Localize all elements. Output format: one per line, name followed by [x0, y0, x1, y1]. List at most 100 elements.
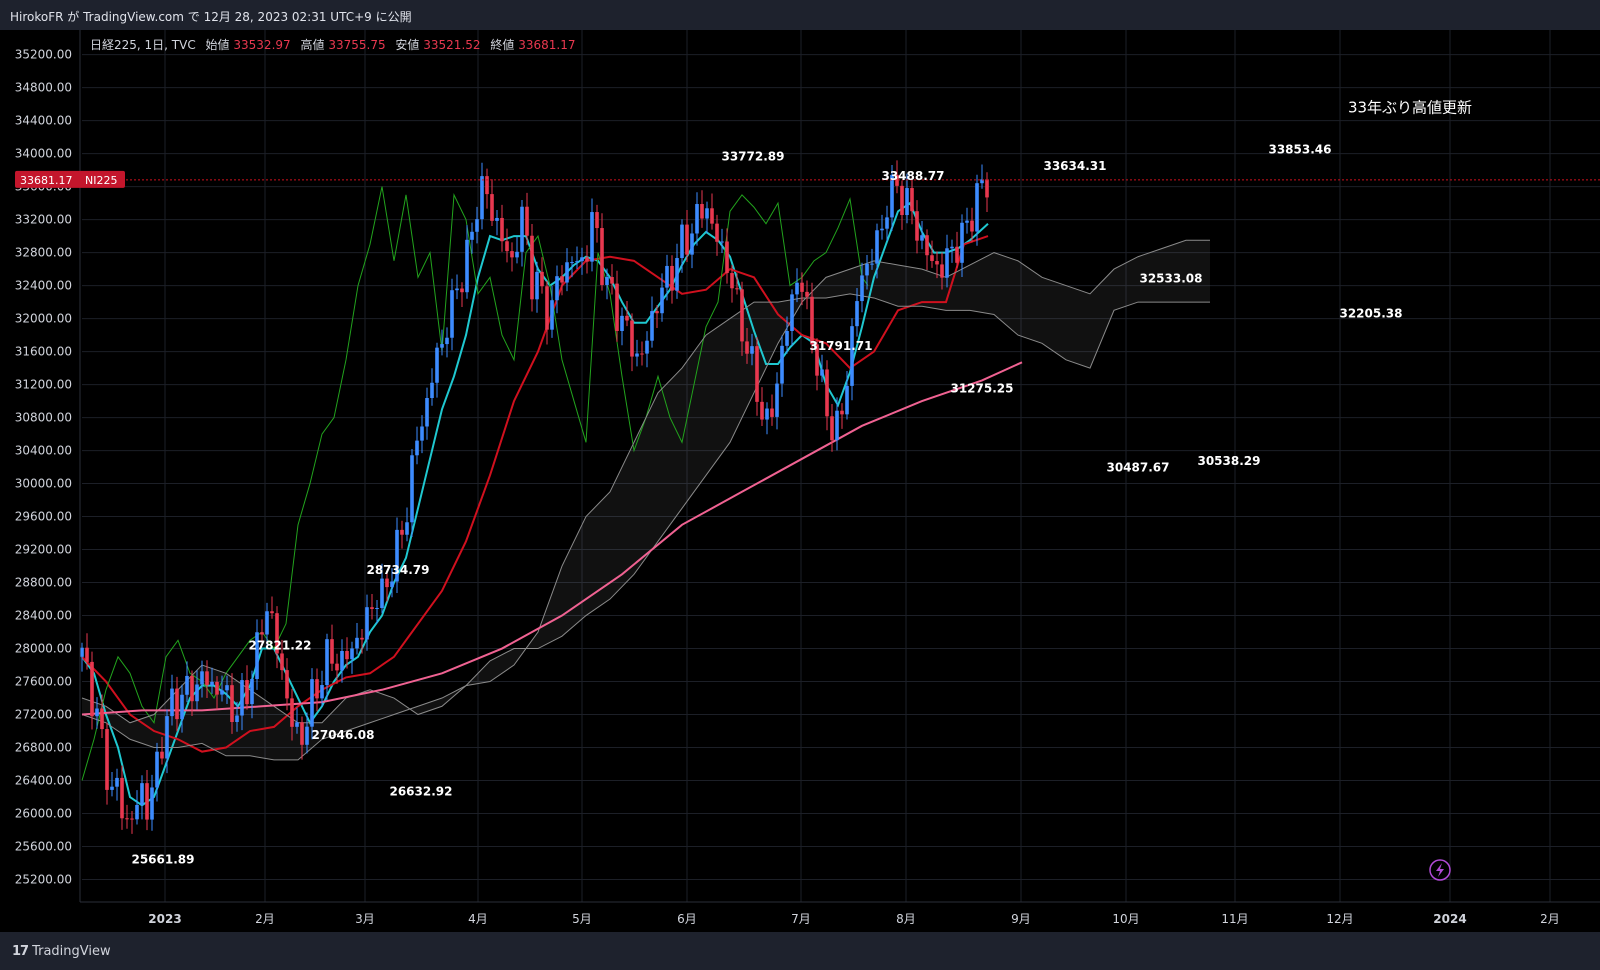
x-tick-label: 12月 [1326, 912, 1353, 926]
candle-body [745, 341, 749, 354]
candle-body [285, 670, 289, 699]
candle [310, 668, 314, 740]
candle [220, 675, 224, 702]
candle-body [835, 410, 839, 441]
candle [660, 273, 664, 322]
price-axis[interactable]: 35200.0034800.0034400.0034000.0033600.00… [0, 30, 81, 902]
candle-body [695, 204, 699, 234]
y-tick-label: 27600.00 [15, 675, 72, 689]
candle [315, 668, 319, 712]
y-tick-label: 31200.00 [15, 378, 72, 392]
x-tick-label: 8月 [896, 912, 916, 926]
candle [425, 387, 429, 440]
ichimoku-kijun-line [81, 235, 989, 753]
candle-body [360, 637, 364, 640]
candle [325, 633, 329, 700]
y-tick-label: 30800.00 [15, 411, 72, 425]
candle-body [80, 647, 84, 657]
annotation-label: 33634.31 [1043, 159, 1106, 173]
candle-body [430, 382, 434, 399]
candle [905, 173, 909, 224]
candle [340, 639, 344, 683]
candle-body [140, 783, 144, 805]
candle-body [650, 311, 654, 341]
candle [830, 403, 834, 452]
candle-body [125, 818, 129, 820]
candle [470, 222, 474, 254]
candle [900, 180, 904, 230]
candle [550, 285, 554, 338]
candle [730, 265, 734, 303]
y-tick-label: 30000.00 [15, 477, 72, 491]
candle-body [630, 320, 634, 357]
candle-body [345, 650, 349, 660]
grid [82, 30, 1600, 902]
tradingview-logo[interactable]: 17 TradingView [12, 944, 111, 959]
candle [345, 637, 349, 669]
lightning-icon[interactable] [1429, 859, 1451, 881]
candle-body [460, 288, 464, 293]
candle-body [205, 671, 209, 686]
annotation-label: 30487.67 [1106, 460, 1169, 474]
candle [145, 770, 149, 831]
candle-body [435, 347, 439, 383]
candle [475, 206, 479, 244]
candle-body [250, 678, 254, 705]
x-tick-label: 9月 [1011, 912, 1031, 926]
annotation-label: 31275.25 [950, 381, 1013, 395]
candle [280, 639, 284, 680]
candle [420, 415, 424, 454]
time-axis[interactable]: 2023 2月 3月 4月 5月 6月 7月 8月 9月 10月 11月 12月 2024 2月 [80, 901, 1600, 926]
candle [205, 660, 209, 699]
candle [400, 520, 404, 549]
candle [250, 670, 254, 719]
candle [780, 335, 784, 397]
candle [395, 517, 399, 594]
candle [155, 742, 159, 802]
candle [265, 602, 269, 649]
candle-body [390, 581, 394, 588]
candle-body [265, 611, 269, 635]
candle [235, 701, 239, 732]
candle-body [855, 301, 859, 327]
candle [105, 722, 109, 805]
candle-body [145, 783, 149, 820]
candle-body [175, 688, 179, 720]
candle [120, 765, 124, 830]
candle-body [240, 680, 244, 716]
candle [965, 207, 969, 234]
y-tick-label: 26000.00 [15, 807, 72, 821]
candle [245, 665, 249, 710]
annotation-label: 25661.89 [131, 852, 194, 866]
candle [620, 307, 624, 346]
annotation-label: 30538.29 [1197, 454, 1260, 468]
candle-body [115, 777, 119, 787]
candle-body [405, 522, 409, 535]
candle [695, 192, 699, 246]
candle [430, 368, 434, 406]
candle [270, 596, 274, 619]
candle [390, 568, 394, 598]
price-chart[interactable]: 25661.89 27821.22 27046.08 28734.79 26632.92… [0, 30, 1600, 932]
candle [585, 245, 589, 274]
footer: 17 TradingView [0, 932, 1600, 970]
candle [415, 426, 419, 465]
y-tick-label: 34400.00 [15, 114, 72, 128]
candle [515, 237, 519, 264]
candle [300, 716, 304, 760]
candle-body [960, 222, 964, 263]
candle [450, 278, 454, 351]
candle-body [950, 246, 954, 249]
y-tick-label: 33200.00 [15, 213, 72, 227]
candle [375, 600, 379, 624]
candle-body [830, 416, 834, 441]
candle [855, 287, 859, 337]
legend-low-label: 安値 [395, 37, 419, 52]
candle [565, 248, 569, 292]
candle-body [195, 684, 199, 702]
x-tick-label: 5月 [572, 912, 592, 926]
annotation-label: 32205.38 [1339, 307, 1402, 321]
candle-body [525, 206, 529, 236]
chart-pane[interactable]: 25661.89 27821.22 27046.08 28734.79 26632.92… [0, 30, 1600, 932]
candle [700, 190, 704, 228]
